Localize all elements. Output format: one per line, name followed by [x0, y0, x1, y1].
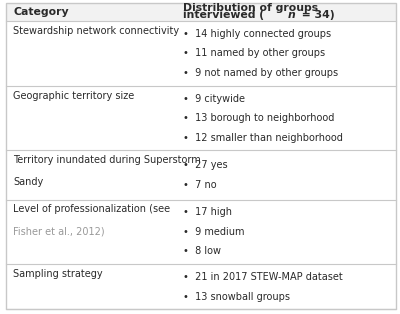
Text: = 34): = 34): [298, 10, 334, 20]
Text: Level of professionalization (see: Level of professionalization (see: [13, 204, 170, 214]
Bar: [6, 3, 396, 21]
Bar: [6, 150, 396, 199]
Text: Sampling strategy: Sampling strategy: [13, 269, 103, 279]
Bar: [6, 86, 396, 150]
Text: Geographic territory size: Geographic territory size: [13, 91, 134, 101]
Text: •  13 snowball groups: • 13 snowball groups: [183, 291, 290, 301]
Text: Distribution of groups: Distribution of groups: [183, 3, 318, 13]
Bar: [6, 21, 396, 86]
Text: •  17 high: • 17 high: [183, 207, 232, 217]
Text: •  9 medium: • 9 medium: [183, 227, 244, 237]
Text: •  21 in 2017 STEW-MAP dataset: • 21 in 2017 STEW-MAP dataset: [183, 272, 342, 282]
Text: •  9 citywide: • 9 citywide: [183, 94, 245, 104]
Text: •  11 named by other groups: • 11 named by other groups: [183, 48, 325, 58]
Text: •  27 yes: • 27 yes: [183, 160, 228, 170]
Text: •  9 not named by other groups: • 9 not named by other groups: [183, 68, 338, 78]
Text: •  12 smaller than neighborhood: • 12 smaller than neighborhood: [183, 133, 343, 143]
Text: Sandy: Sandy: [13, 177, 44, 187]
Text: interviewed (: interviewed (: [183, 10, 264, 20]
Text: Territory inundated during Superstorm: Territory inundated during Superstorm: [13, 155, 201, 165]
Text: •  8 low: • 8 low: [183, 246, 221, 257]
Text: •  14 highly connected groups: • 14 highly connected groups: [183, 29, 331, 39]
Text: Stewardship network connectivity: Stewardship network connectivity: [13, 26, 179, 36]
Text: •  13 borough to neighborhood: • 13 borough to neighborhood: [183, 113, 334, 123]
Text: n: n: [288, 10, 295, 20]
Text: Fisher et al., 2012): Fisher et al., 2012): [13, 226, 105, 236]
Bar: [6, 199, 396, 264]
Bar: [6, 264, 396, 309]
Text: •  7 no: • 7 no: [183, 180, 216, 190]
Text: Category: Category: [13, 7, 69, 17]
